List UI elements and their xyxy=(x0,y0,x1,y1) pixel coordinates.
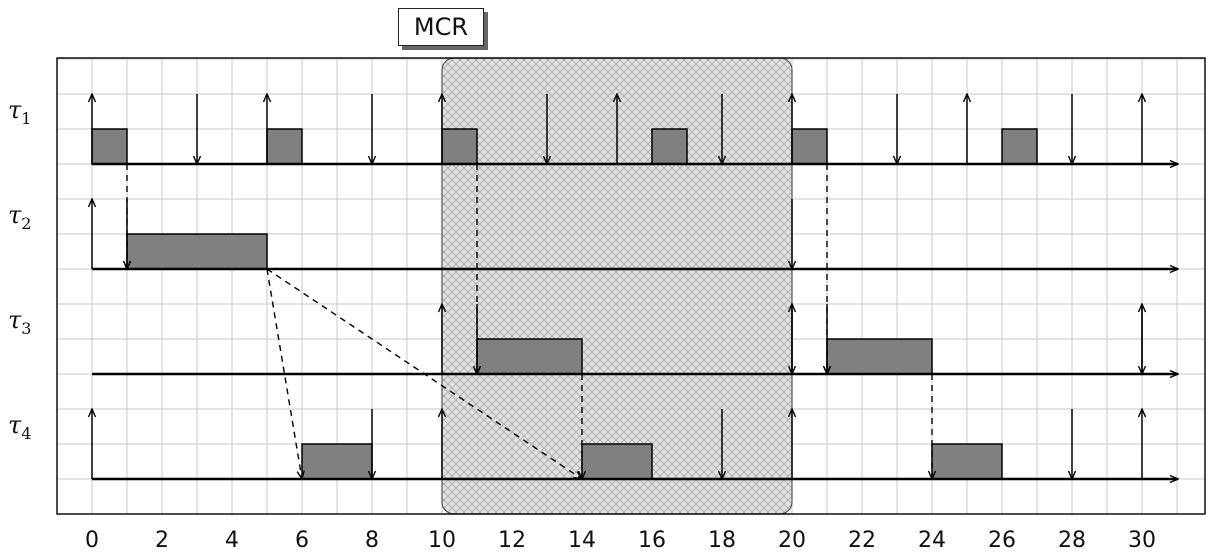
x-tick-label: 12 xyxy=(498,528,526,553)
job-block xyxy=(441,128,478,165)
dependency-arrow xyxy=(266,268,302,479)
task-label: τ4 xyxy=(8,411,31,443)
x-tick-label: 26 xyxy=(988,528,1016,553)
job-block xyxy=(266,128,303,165)
job-block xyxy=(791,128,828,165)
task-label: τ2 xyxy=(8,201,31,233)
frame-border xyxy=(56,57,1206,515)
job-blocks xyxy=(91,128,1038,480)
job-block xyxy=(826,338,933,375)
diagram-frame xyxy=(56,57,1206,515)
x-tick-label: 0 xyxy=(85,528,99,553)
mcr-label: MCR xyxy=(398,8,484,46)
x-tick-label: 10 xyxy=(428,528,456,553)
job-block xyxy=(931,443,1003,480)
job-block xyxy=(476,338,583,375)
x-tick-label: 28 xyxy=(1058,528,1086,553)
x-tick-label: 4 xyxy=(225,528,239,553)
x-tick-label: 30 xyxy=(1128,528,1156,553)
x-tick-label: 20 xyxy=(778,528,806,553)
task-label: τ3 xyxy=(8,306,31,338)
timelines xyxy=(92,94,1178,479)
dependency-arrow xyxy=(266,268,582,479)
job-block xyxy=(1001,128,1038,165)
job-block xyxy=(126,233,268,270)
x-tick-label: 2 xyxy=(155,528,169,553)
x-tick-label: 24 xyxy=(918,528,946,553)
job-block xyxy=(651,128,688,165)
x-tick-label: 6 xyxy=(295,528,309,553)
x-tick-label: 14 xyxy=(568,528,596,553)
x-tick-label: 16 xyxy=(638,528,666,553)
task-label: τ1 xyxy=(8,96,31,128)
dependency-arrows xyxy=(127,164,932,479)
job-block xyxy=(301,443,373,480)
job-block xyxy=(91,128,128,165)
x-tick-label: 8 xyxy=(365,528,379,553)
x-tick-label: 22 xyxy=(848,528,876,553)
job-block xyxy=(581,443,653,480)
x-tick-label: 18 xyxy=(708,528,736,553)
